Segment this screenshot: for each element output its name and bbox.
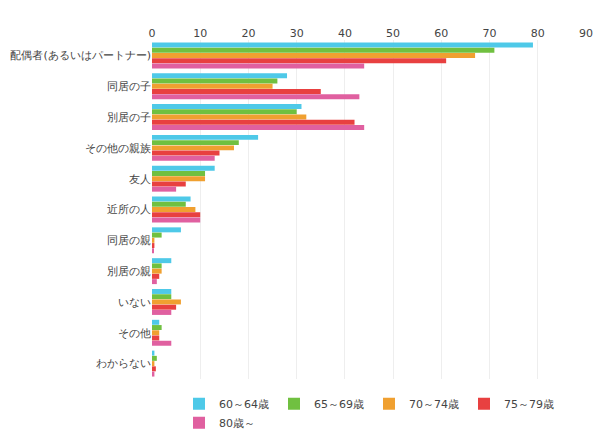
svg-text:10: 10 bbox=[193, 27, 207, 40]
svg-text:別居の子: 別居の子 bbox=[107, 111, 151, 124]
svg-text:50: 50 bbox=[386, 27, 400, 40]
svg-text:同居の子: 同居の子 bbox=[107, 80, 151, 93]
svg-text:別居の親: 別居の親 bbox=[107, 265, 151, 278]
svg-text:わからない: わからない bbox=[96, 357, 151, 370]
svg-text:同居の親: 同居の親 bbox=[107, 234, 151, 247]
svg-text:40: 40 bbox=[338, 27, 352, 40]
svg-text:30: 30 bbox=[290, 27, 304, 40]
svg-text:いない: いない bbox=[118, 296, 151, 309]
svg-text:90: 90 bbox=[579, 27, 593, 40]
svg-text:70～74歳: 70～74歳 bbox=[409, 398, 459, 411]
svg-text:60: 60 bbox=[434, 27, 448, 40]
svg-text:その他: その他 bbox=[118, 327, 151, 340]
svg-text:近所の人: 近所の人 bbox=[107, 203, 151, 216]
svg-text:20: 20 bbox=[241, 27, 255, 40]
svg-text:65～69歳: 65～69歳 bbox=[314, 398, 364, 411]
svg-text:70: 70 bbox=[483, 27, 497, 40]
svg-text:友人: 友人 bbox=[129, 173, 151, 186]
svg-text:60～64歳: 60～64歳 bbox=[219, 398, 269, 411]
svg-text:80歳～: 80歳～ bbox=[219, 417, 255, 430]
svg-text:0: 0 bbox=[149, 27, 156, 40]
svg-text:80: 80 bbox=[531, 27, 545, 40]
svg-text:その他の親族: その他の親族 bbox=[85, 142, 151, 155]
svg-text:配偶者(あるいはパートナー): 配偶者(あるいはパートナー) bbox=[10, 49, 151, 62]
svg-text:75～79歳: 75～79歳 bbox=[504, 398, 554, 411]
